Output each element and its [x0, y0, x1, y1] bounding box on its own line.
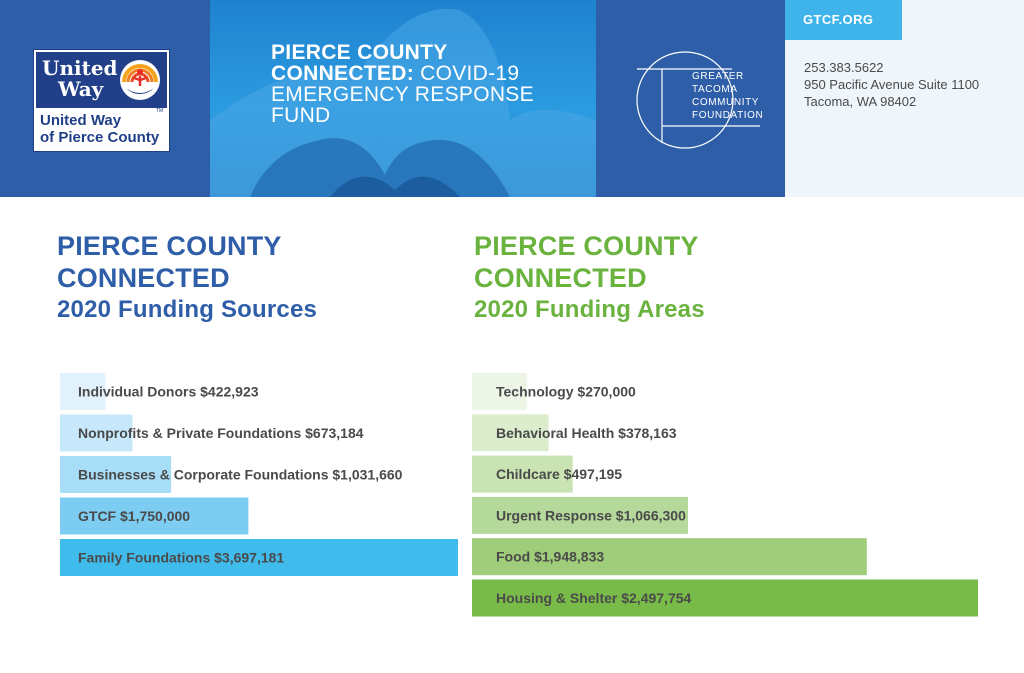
gtcf-name-line-2: TACOMA: [692, 84, 738, 95]
funding-areas-bar-4: [472, 496, 689, 534]
funding-sources-bar-5: [60, 539, 458, 576]
funding-areas-subtitle: 2020 Funding Areas: [474, 296, 705, 323]
funding-sources-title-line-2: CONNECTED: [57, 263, 230, 293]
funding-areas-title-line-1: PIERCE COUNTY: [474, 231, 699, 261]
logo-tm: TM: [156, 108, 164, 114]
funding-sources-bar-1: [60, 373, 106, 410]
funding-areas-title-line-2: CONNECTED: [474, 263, 647, 293]
funding-areas-bar-3: [472, 455, 573, 493]
funding-areas-label-1: Technology $270,000: [496, 384, 636, 400]
funding-areas-label-6: Housing & Shelter $2,497,754: [496, 590, 692, 606]
funding-sources-bar-3: [60, 456, 172, 493]
funding-sources-bar-2: [60, 414, 133, 452]
hero-title-line-4: FUND: [271, 104, 331, 127]
phone-number: 253.383.5622: [804, 60, 884, 75]
funding-areas-bar-6: [472, 579, 978, 617]
funding-sources-title-line-1: PIERCE COUNTY: [57, 231, 282, 261]
gtcf-name-line-1: GREATER: [692, 71, 744, 82]
logo-word-way: Way: [58, 77, 104, 101]
funding-sources-label-3: Businesses & Corporate Foundations $1,03…: [78, 467, 403, 483]
address-line-1: 950 Pacific Avenue Suite 1100: [804, 77, 980, 92]
logo-subtitle-line-1: United Way: [40, 112, 122, 129]
hero-title-line-3: EMERGENCY RESPONSE: [271, 83, 534, 106]
funding-areas-bar-1: [472, 373, 527, 410]
funding-areas-heading: PIERCE COUNTY CONNECTED 2020 Funding Are…: [474, 230, 705, 326]
address-line-2: Tacoma, WA 98402: [804, 94, 917, 109]
funding-sources-bar-4: [60, 497, 249, 535]
gtcf-name: GREATER TACOMA COMMUNITY FOUNDATION: [692, 70, 763, 122]
header-banner: United Way United Way of Pierce County T…: [0, 0, 1024, 197]
united-way-logo: United Way United Way of Pierce County T…: [33, 49, 170, 152]
logo-subtitle-line-2: of Pierce County: [40, 129, 160, 146]
funding-areas-chart: Technology $270,000 Behavioral Health $37…: [472, 373, 978, 617]
funding-sources-label-5: Family Foundations $3,697,181: [78, 550, 284, 566]
logo-word-united: United: [42, 56, 118, 80]
funding-sources-label-4: GTCF $1,750,000: [78, 508, 190, 524]
funding-sources-label-1: Individual Donors $422,923: [78, 384, 259, 400]
contact-info: 253.383.5622 950 Pacific Avenue Suite 11…: [804, 59, 979, 110]
hero-title-covid: COVID-19: [414, 62, 520, 85]
funding-areas-label-2: Behavioral Health $378,163: [496, 425, 677, 441]
hero-title: PIERCE COUNTY CONNECTED: COVID-19 EMERGE…: [271, 42, 591, 126]
gtcf-name-line-4: FOUNDATION: [692, 110, 764, 121]
hero-title-bold-2: CONNECTED:: [271, 62, 414, 85]
funding-areas-label-5: Food $1,948,833: [496, 549, 604, 565]
united-way-logo-top: United Way: [36, 52, 167, 108]
funding-sources-heading: PIERCE COUNTY CONNECTED 2020 Funding Sou…: [57, 230, 317, 326]
united-way-hand-icon: [120, 60, 160, 100]
united-way-panel: United Way United Way of Pierce County T…: [0, 0, 210, 197]
funding-areas-bar-5: [472, 538, 867, 576]
funding-sources-chart: Individual Donors $422,923 Nonprofits & P…: [60, 373, 458, 576]
funding-sources-label-2: Nonprofits & Private Foundations $673,18…: [78, 425, 364, 441]
funding-areas-label-3: Childcare $497,195: [496, 466, 622, 482]
funding-sources-subtitle: 2020 Funding Sources: [57, 296, 318, 323]
hands-heart-background: [210, 8, 596, 197]
hero-panel: PIERCE COUNTY CONNECTED: COVID-19 EMERGE…: [210, 0, 596, 197]
website-badge[interactable]: GTCF.ORG: [785, 0, 902, 40]
gtcf-panel: GREATER TACOMA COMMUNITY FOUNDATION: [596, 0, 785, 197]
funding-areas-label-4: Urgent Response $1,066,300: [496, 507, 686, 523]
logo-subtitle: United Way of Pierce County: [40, 112, 159, 146]
gtcf-logo-icon: [636, 51, 760, 149]
hero-title-bold-1: PIERCE COUNTY: [271, 41, 448, 64]
funding-areas-bar-2: [472, 414, 549, 452]
website-link[interactable]: GTCF.ORG: [803, 12, 874, 27]
gtcf-name-line-3: COMMUNITY: [692, 97, 760, 108]
